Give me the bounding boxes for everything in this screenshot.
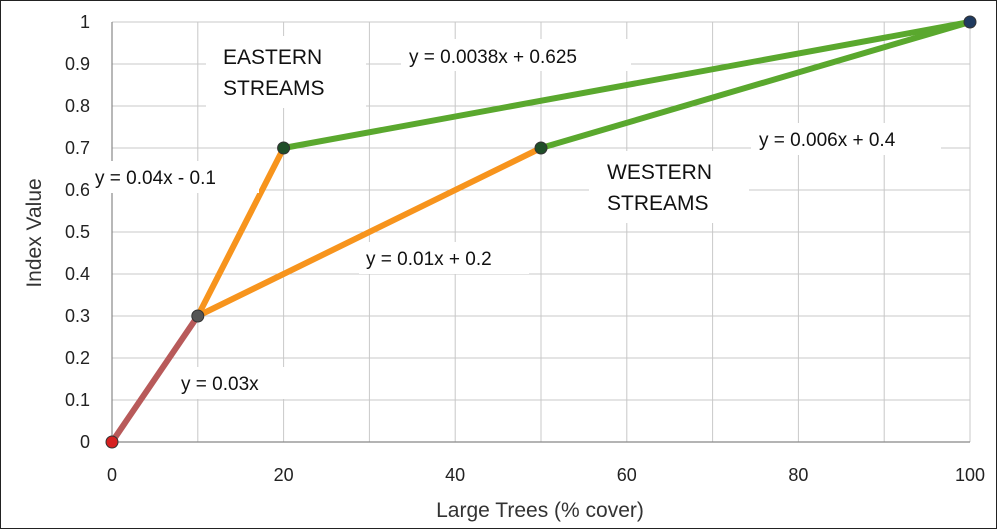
annotation-eq-0-006x: y = 0.006x + 0.4 [751,123,941,155]
annotation-eq-0-04x: y = 0.04x - 0.1 [89,161,259,193]
x-tick-label: 0 [107,465,117,485]
x-tick-label: 40 [445,465,465,485]
y-tick-label: 0.5 [65,222,90,242]
annotation-background [175,367,285,399]
annotation-eq-0-03x: y = 0.03x [175,367,285,399]
data-point [277,141,291,155]
series-segment [538,19,973,151]
series-segment [194,145,287,319]
y-tick-label: 0.4 [65,264,90,284]
series-segment [109,313,201,445]
annotation-background [401,39,631,71]
axes: 0 0.1 0.2 0.3 0.4 0.5 0.6 0.7 0.8 0.9 1 0 20 40 60 80 10… [65,12,985,485]
x-tick-label: 20 [274,465,294,485]
annotation-eq-0-01x: y = 0.01x + 0.2 [359,242,529,274]
annotation-background [751,123,941,155]
data-point [191,309,205,323]
y-tick-label: 1 [80,12,90,32]
region-label-line: STREAMS [607,192,709,215]
y-tick-label: 0.8 [65,96,90,116]
annotation-label: y = 0.04x - 0.1 [95,168,216,189]
region-label-line: EASTERN [223,46,322,69]
x-tick-label: 60 [617,465,637,485]
series-segment [194,145,544,319]
annotation-label: y = 0.0038x + 0.625 [409,47,577,68]
annotation-label: y = 0.03x [181,374,259,395]
annotation-label: y = 0.01x + 0.2 [366,249,492,270]
region-label-background [589,151,749,223]
x-tick-label: 100 [955,465,985,485]
region-label-western: WESTERN STREAMS [589,151,749,223]
y-axis-title: Index Value [23,178,46,287]
y-tick-label: 0.2 [65,348,90,368]
annotation-label: y = 0.006x + 0.4 [759,130,896,151]
data-point [963,15,977,29]
y-tick-label: 0.1 [65,390,90,410]
region-label-line: STREAMS [223,77,325,100]
region-label-eastern: EASTERN STREAMS [206,36,366,108]
annotation-background [89,161,259,193]
y-tick-label: 0 [80,432,90,452]
x-tick-label: 80 [788,465,808,485]
data-point [534,141,548,155]
annotation-eq-0-0038x: y = 0.0038x + 0.625 [401,39,631,71]
series-segment [280,19,973,151]
region-label-line: WESTERN [607,161,712,184]
y-tick-label: 0.3 [65,306,90,326]
data-points [105,15,977,449]
region-label-background [206,36,366,108]
series [109,19,973,445]
data-point [105,435,119,449]
y-tick-label: 0.7 [65,138,90,158]
y-tick-label: 0.9 [65,54,90,74]
annotation-background [359,242,529,274]
y-tick-label: 0.6 [65,180,90,200]
x-axis-title: Large Trees (% cover) [436,499,644,522]
